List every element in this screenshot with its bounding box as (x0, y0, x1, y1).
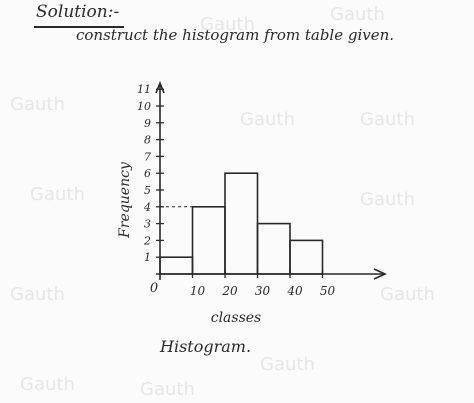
histogram-bar-4 (289, 239, 324, 275)
histogram-bars (159, 172, 324, 275)
y-tick-label-3: 3 (144, 218, 151, 231)
watermark-1: Gauth (200, 14, 255, 35)
origin-label: 0 (150, 281, 158, 296)
y-tick-label-6: 6 (144, 167, 151, 180)
y-tick-label-11: 11 (137, 83, 151, 96)
x-tick-label-50: 50 (320, 284, 336, 298)
x-tick-label-30: 30 (255, 284, 271, 298)
y-tick-label-4: 4 (143, 201, 151, 214)
x-axis-ticks: 10 20 30 40 50 (190, 270, 336, 298)
y-tick-label-7: 7 (144, 150, 151, 163)
histogram-bar-0 (159, 256, 194, 275)
y-axis-ticks: 1 2 3 4 5 6 7 8 9 10 11 (137, 83, 164, 264)
histogram-bar-2 (224, 172, 259, 275)
x-axis-label: classes (211, 310, 262, 326)
histogram-bar-1 (191, 206, 226, 275)
heading-underline (34, 26, 124, 28)
watermark-2: Gauth (330, 4, 385, 25)
watermark-layer: Gauth Gauth Gauth Gauth Gauth Gauth Gauth Gauth… (10, 4, 435, 400)
x-tick-label-10: 10 (190, 284, 206, 298)
y-tick-label-5: 5 (144, 184, 151, 197)
watermark-11: Gauth (380, 284, 435, 305)
y-tick-label-10: 10 (137, 100, 151, 113)
y-tick-label-1: 1 (144, 251, 151, 264)
instruction-text: construct the histogram from table given… (76, 26, 395, 44)
watermark-4: Gauth (240, 109, 295, 130)
y-axis-label: Frequency (117, 161, 133, 239)
x-tick-label-20: 20 (221, 284, 238, 298)
watermark-0: Gauth (10, 94, 65, 115)
watermark-7: Gauth (360, 189, 415, 210)
x-axis-arrow (373, 268, 387, 280)
watermark-3: Gauth (30, 184, 85, 205)
y-tick-label-2: 2 (143, 234, 151, 247)
watermark-9: Gauth (140, 379, 195, 400)
watermark-6: Gauth (10, 284, 65, 305)
y-tick-label-8: 8 (144, 134, 151, 147)
y-tick-label-9: 9 (144, 117, 151, 130)
heading: Solution:- (36, 2, 120, 22)
watermark-10: Gauth (260, 354, 315, 375)
watermark-8: Gauth (20, 374, 75, 395)
watermark-5: Gauth (360, 109, 415, 130)
x-tick-label-40: 40 (286, 284, 303, 298)
caption: Histogram. (160, 337, 252, 356)
histogram-bar-3 (256, 222, 291, 275)
